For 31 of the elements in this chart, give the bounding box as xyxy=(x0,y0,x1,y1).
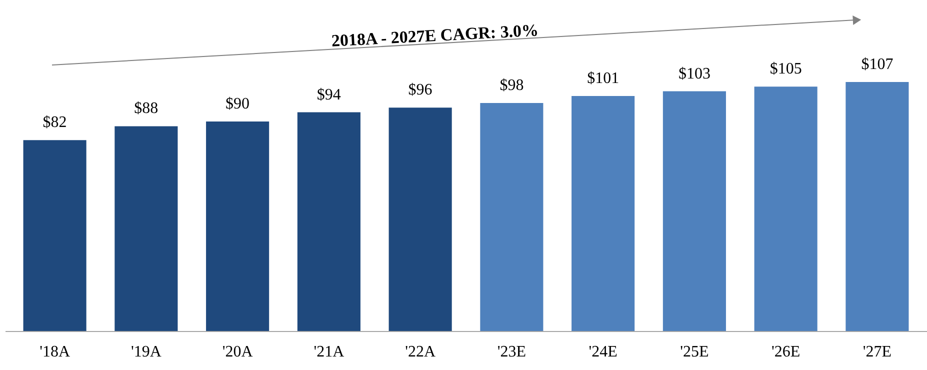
bar xyxy=(297,112,360,331)
x-tick-label: '21A xyxy=(314,344,345,360)
bar xyxy=(23,140,86,331)
bar xyxy=(206,122,270,331)
data-label: $98 xyxy=(500,76,524,94)
data-label: $88 xyxy=(134,100,158,118)
x-tick-label: '25E xyxy=(680,344,709,360)
x-tick-label: '23E xyxy=(497,344,526,360)
bar xyxy=(754,86,818,331)
data-label: $82 xyxy=(42,114,67,132)
x-tick-label: '27E xyxy=(862,344,892,360)
x-tick-label: '22A xyxy=(405,344,436,360)
x-tick-label: '26E xyxy=(771,344,800,360)
data-label: $107 xyxy=(861,56,894,73)
bar xyxy=(480,102,544,331)
bar xyxy=(846,82,909,331)
x-tick-label: '20A xyxy=(222,344,254,360)
data-label: $90 xyxy=(226,96,250,113)
bar xyxy=(662,91,726,331)
bar xyxy=(388,108,452,331)
data-label: $94 xyxy=(316,86,341,104)
data-label: $103 xyxy=(678,65,710,82)
bar xyxy=(572,96,635,331)
x-tick-label: '19A xyxy=(130,344,162,360)
data-label: $96 xyxy=(408,82,432,99)
data-label: $105 xyxy=(770,60,802,78)
x-tick-label: '24E xyxy=(588,344,618,360)
data-label: $101 xyxy=(587,70,620,87)
x-tick-label: '18A xyxy=(40,344,70,360)
text: 2018A - 2027E CAGR: 3.0% xyxy=(330,20,539,50)
bar xyxy=(114,126,178,331)
